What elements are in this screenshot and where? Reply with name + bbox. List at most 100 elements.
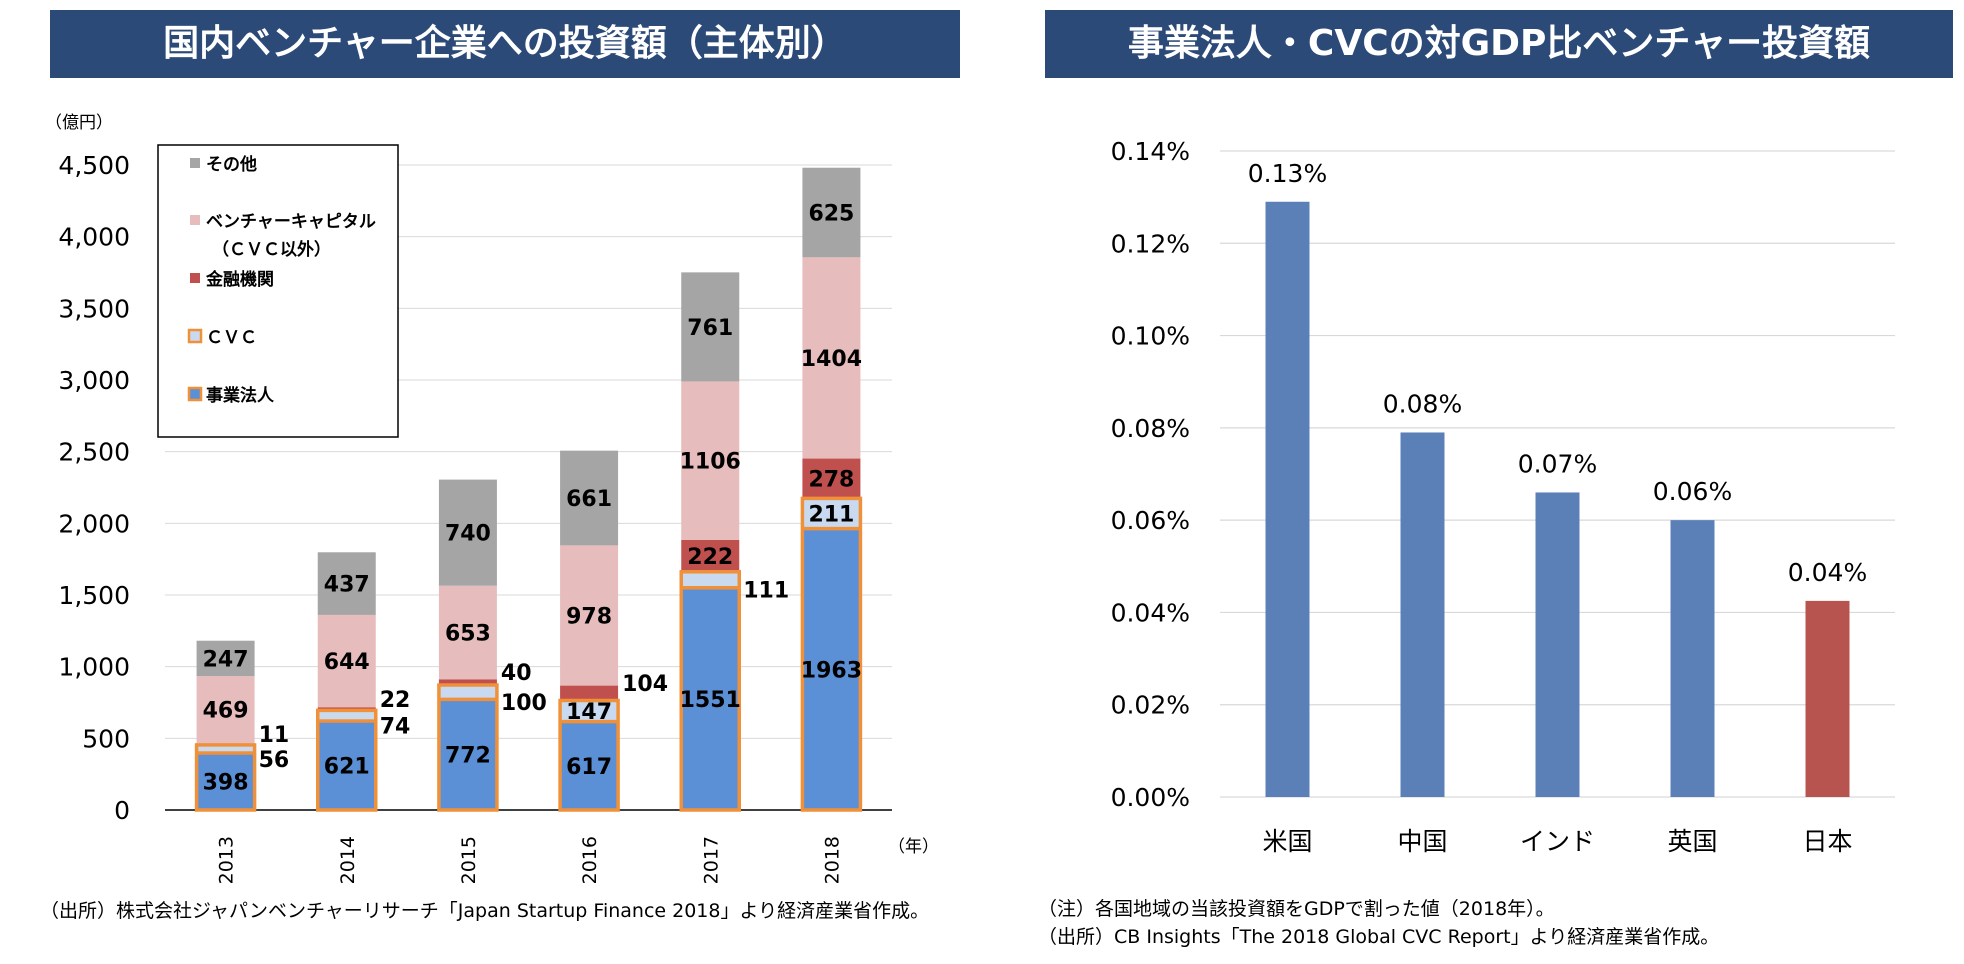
bar-segment (317, 614, 376, 708)
bar-segment (196, 752, 255, 810)
bar-segment (438, 699, 497, 810)
bar-segment (802, 498, 861, 529)
highlight-outline (679, 570, 741, 812)
x-tick-label: 英国 (1667, 827, 1717, 856)
data-label: 104 (622, 672, 668, 697)
x-tick-label: 2017 (700, 836, 722, 884)
data-label: 653 (445, 621, 491, 646)
y-tick-label: 0.08% (1111, 414, 1190, 443)
highlight-outline (437, 683, 499, 812)
left-source-note: （出所）株式会社ジャパンベンチャーリサーチ「Japan Startup Fina… (40, 900, 930, 922)
x-tick-label: 2014 (337, 836, 359, 884)
data-label: 1963 (801, 658, 862, 683)
x-unit-label: （年） (888, 837, 939, 857)
y-tick-label: 0.00% (1111, 783, 1190, 812)
y-tick-label: 2,500 (58, 438, 130, 467)
y-tick-label: 4,000 (58, 223, 130, 252)
bar-segment (560, 545, 619, 686)
x-tick-label: 2018 (821, 836, 843, 884)
y-tick-label: 3,500 (58, 294, 130, 323)
bar-segment (802, 458, 861, 499)
bar (1265, 201, 1310, 797)
data-label: 1106 (680, 450, 741, 475)
y-tick-label: 0.02% (1111, 691, 1190, 720)
bar (1400, 432, 1445, 797)
bar-segment (317, 552, 376, 615)
legend-label: ＣＶＣ (206, 328, 257, 348)
data-label: 247 (203, 647, 249, 672)
x-tick-label: 2016 (579, 836, 601, 884)
data-label: 0.13% (1248, 159, 1327, 188)
bar-segment (196, 640, 255, 677)
bar-segment (438, 479, 497, 586)
bar-segment (438, 585, 497, 680)
highlight-outline (194, 743, 257, 812)
data-label: 644 (324, 650, 370, 675)
data-label: 211 (808, 503, 854, 528)
left-chart-title: 国内ベンチャー企業への投資額（主体別） (50, 10, 960, 78)
bar (1535, 492, 1580, 797)
x-tick-label: 中国 (1397, 827, 1447, 856)
x-tick-label: インド (1520, 827, 1595, 856)
data-label: 222 (687, 545, 733, 570)
y-tick-label: 0.12% (1111, 229, 1190, 258)
bar-segment (438, 685, 497, 700)
data-label: 74 (380, 715, 411, 740)
data-label: 398 (203, 770, 249, 795)
bar-segment (560, 700, 619, 722)
data-label: 0.04% (1788, 558, 1867, 587)
data-label: 22 (380, 688, 411, 713)
legend-label: 事業法人 (206, 385, 275, 406)
data-label: 11 (259, 723, 290, 748)
legend-label: 金融機関 (205, 269, 274, 290)
data-label: 0.07% (1518, 449, 1597, 478)
legend-swatch (190, 273, 200, 283)
data-label: 621 (324, 754, 370, 779)
legend-swatch (187, 386, 203, 402)
x-tick-label: 2013 (216, 836, 238, 884)
data-label: 56 (259, 748, 290, 773)
data-label: 469 (203, 699, 249, 724)
y-tick-label: 0.04% (1111, 598, 1190, 627)
legend-label: ベンチャーキャピタル (206, 212, 376, 232)
data-label: 761 (687, 316, 733, 341)
y-tick-label: 3,000 (58, 366, 130, 395)
bar-segment (560, 450, 619, 546)
bar-segment (681, 381, 740, 540)
legend-swatch (190, 158, 200, 168)
highlight-outline (558, 698, 620, 812)
right-chart-title: 事業法人・CVCの対GDP比ベンチャー投資額 (1045, 10, 1953, 78)
bar-segment (438, 679, 497, 686)
legend-swatch (190, 215, 200, 225)
bar (1670, 520, 1715, 797)
data-label: 100 (501, 691, 547, 716)
y-tick-label: 1,500 (58, 581, 130, 610)
legend-swatch (187, 328, 203, 344)
bar-segment (681, 587, 740, 810)
data-label: 1404 (801, 347, 862, 372)
data-label: 278 (808, 467, 854, 492)
bar-segment (681, 272, 740, 382)
highlight-outline (316, 708, 378, 812)
data-label: 625 (808, 202, 854, 227)
bar-segment (802, 167, 861, 258)
highlight-outline (800, 496, 863, 812)
bar-segment (681, 539, 740, 572)
data-label: 437 (324, 573, 370, 598)
y-tick-label: 0.06% (1111, 506, 1190, 535)
data-label: 978 (566, 604, 612, 629)
legend-label: その他 (206, 154, 257, 175)
bar-segment (317, 720, 376, 810)
bar-segment (196, 676, 255, 744)
data-label: 111 (743, 579, 789, 604)
data-label: 661 (566, 487, 612, 512)
data-label: 0.06% (1653, 477, 1732, 506)
bar-segment (560, 721, 619, 810)
bar-segment (317, 710, 376, 721)
bar-segment (560, 685, 619, 701)
y-tick-label: 4,500 (58, 151, 130, 180)
y-tick-label: 1,000 (58, 653, 130, 682)
